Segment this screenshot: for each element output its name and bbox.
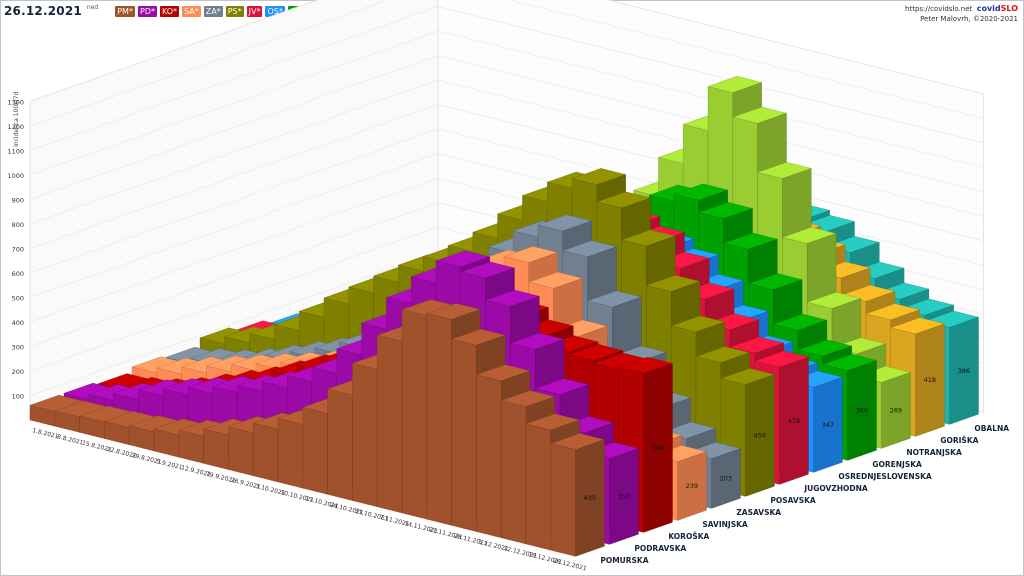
bar-side: [609, 448, 639, 545]
bar-side: [745, 374, 775, 497]
bar-side: [847, 360, 877, 461]
y-tick-label: 1300: [7, 99, 24, 107]
y-tick-label: 100: [12, 393, 24, 401]
y-tick-label: 1000: [7, 172, 24, 180]
latest-value-label: 350: [618, 492, 630, 500]
latest-value-label: 347: [822, 421, 834, 429]
bar-side: [813, 376, 843, 473]
region-label: NOTRANJSKA: [906, 448, 962, 457]
gridline: [29, 55, 984, 200]
region-button-sa[interactable]: SA*: [182, 5, 201, 17]
brand-prefix: covid: [976, 4, 1001, 13]
region-button-os[interactable]: OS*: [265, 5, 285, 17]
region-label: KOROŠKA: [668, 532, 709, 541]
day-of-week: ned: [86, 4, 99, 11]
bar-front: [377, 335, 403, 514]
chart-bars: [29, 76, 980, 557]
latest-value-label: 456: [754, 432, 766, 440]
gridline: [29, 30, 984, 176]
region-button-ko[interactable]: KO*: [159, 5, 180, 17]
gridline: [29, 0, 984, 127]
bar-front: [302, 407, 328, 495]
region-label: PODRAVSKA: [634, 544, 686, 553]
bar-front: [327, 388, 353, 501]
bar-side: [779, 356, 809, 485]
bar-side: [881, 372, 911, 449]
bar-front: [426, 313, 452, 526]
latest-value-label: 435: [584, 494, 596, 502]
gridline: [29, 0, 984, 102]
x-tick-label: 8.8.2021: [56, 433, 84, 446]
bar-front: [550, 443, 576, 557]
y-tick-label: 1100: [7, 148, 24, 156]
bar-side: [575, 439, 605, 557]
region-label: POSAVSKA: [770, 496, 816, 505]
latest-value-label: 648: [652, 444, 664, 452]
region-label: GORENJSKA: [872, 460, 922, 469]
latest-value-label: 239: [686, 482, 698, 490]
x-tick-label: 5.9.2021: [156, 458, 184, 471]
latest-value-label: 366: [856, 407, 868, 415]
bar-side: [711, 448, 741, 509]
latest-value-label: 203: [720, 474, 732, 482]
y-tick-label: 1200: [7, 123, 24, 131]
bar-front: [228, 426, 254, 476]
bar-front: [352, 363, 378, 507]
y-tick-label: 800: [12, 221, 24, 229]
latest-value-label: 396: [958, 367, 970, 375]
region-button-za[interactable]: ZA*: [203, 5, 223, 17]
bar-front: [476, 374, 502, 538]
brand-suffix: SLO: [1000, 4, 1018, 13]
bar-front: [203, 428, 229, 470]
y-tick-label: 500: [12, 295, 24, 303]
latest-value-label: 478: [788, 417, 800, 425]
latest-value-label: 418: [924, 376, 936, 384]
y-tick-label: 900: [12, 197, 24, 205]
bar-side: [915, 323, 945, 437]
y-tick-label: 300: [12, 344, 24, 352]
region-label: OSREDNJESLOVENSKA: [838, 472, 932, 481]
source-info: https://covidslo.net covidSLO Peter Malo…: [905, 4, 1018, 24]
region-label: ZASAVSKA: [736, 508, 781, 517]
region-button-ps[interactable]: PS*: [225, 5, 244, 17]
y-tick-label: 200: [12, 368, 24, 376]
region-button-jv[interactable]: JV*: [246, 5, 263, 17]
gridline: [29, 6, 984, 151]
region-button-pd[interactable]: PD*: [137, 5, 157, 17]
region-label: POMURSKA: [600, 556, 648, 565]
region-label: JUGOVZHODNA: [803, 484, 868, 493]
brand-logo: covidSLO: [977, 4, 1018, 13]
bar-side: [677, 451, 707, 521]
y-tick-label: 600: [12, 270, 24, 278]
y-tick-label: 400: [12, 319, 24, 327]
bar-front: [253, 422, 279, 483]
bar-front: [501, 400, 527, 545]
latest-value-label: 269: [890, 406, 902, 414]
source-url[interactable]: https://covidslo.net: [905, 5, 973, 13]
y-axis-label: incidenca 100k/7d: [13, 92, 20, 147]
bar-side: [949, 316, 979, 425]
region-button-pm[interactable]: PM*: [115, 5, 135, 17]
region-label: SAVINJSKA: [702, 520, 748, 529]
series-pm: [29, 299, 606, 557]
current-date: 26.12.2021: [4, 4, 82, 18]
bar-front: [525, 423, 551, 551]
bar-front: [277, 418, 303, 489]
x-tick-label: 1.8.2021: [32, 427, 60, 440]
y-tick-label: 700: [12, 246, 24, 254]
region-label: GORIŠKA: [940, 436, 978, 445]
x-tick-label: 26.12.2021: [552, 557, 587, 572]
bar-front: [401, 309, 427, 520]
credit-line: Peter Malovrh, ©2020-2021: [920, 15, 1018, 23]
bar-front: [451, 339, 477, 532]
region-label: OBALNA: [974, 424, 1009, 433]
bar-side: [643, 363, 673, 533]
